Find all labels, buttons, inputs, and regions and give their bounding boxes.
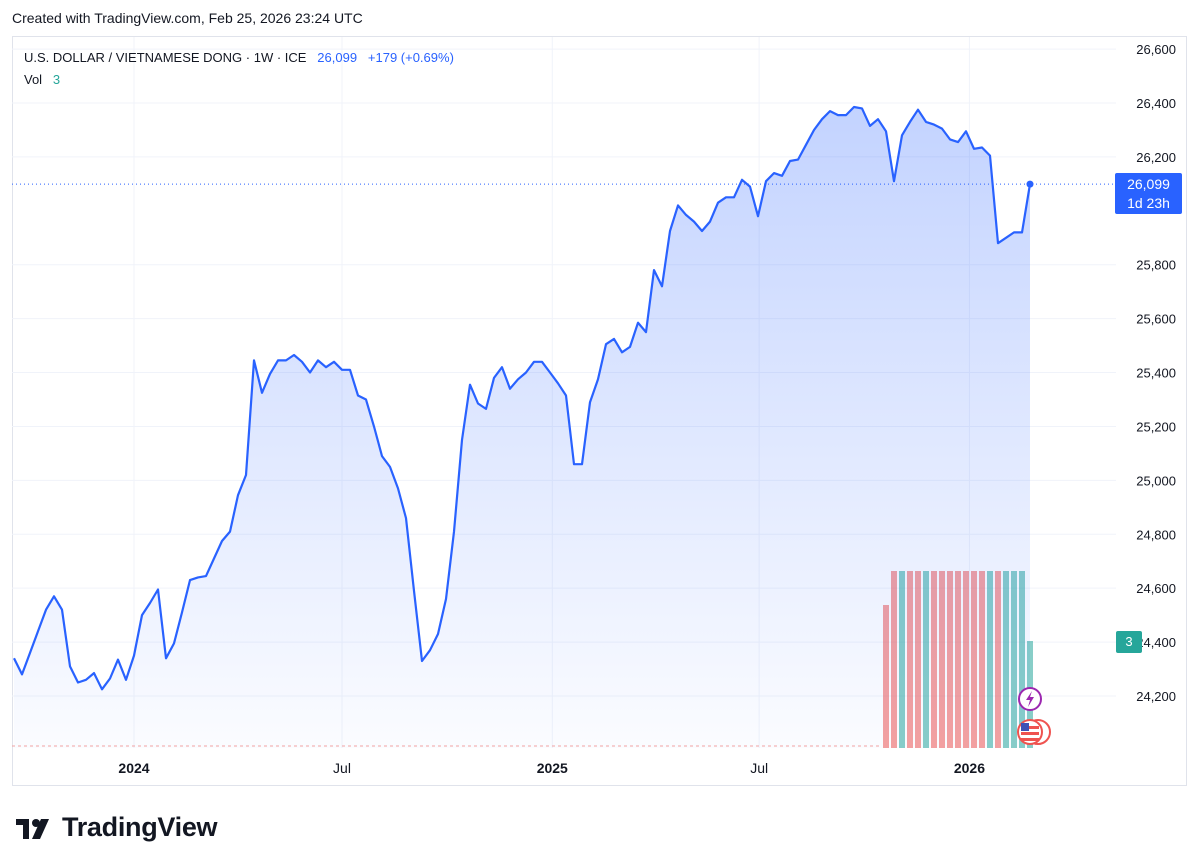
y-tick-label: 26,400 — [1136, 96, 1176, 111]
x-tick-label: Jul — [750, 760, 768, 776]
chart-canvas[interactable]: 26,600 26,400 26,200 25,800 25,600 25,400 25,2… — [0, 0, 1200, 800]
tradingview-brand: TradingView — [16, 812, 218, 843]
y-tick-label: 26,200 — [1136, 150, 1176, 165]
y-tick-label: 25,000 — [1136, 473, 1176, 488]
last-price-value: 26,099 — [317, 50, 358, 65]
us-flag-events-icon[interactable] — [1017, 719, 1051, 745]
x-tick-label: 2026 — [954, 760, 985, 776]
y-tick-label: 24,600 — [1136, 581, 1176, 596]
y-tick-label: 25,400 — [1136, 366, 1176, 381]
x-tick-label: 2025 — [537, 760, 568, 776]
created-with-caption: Created with TradingView.com, Feb 25, 20… — [12, 10, 363, 26]
x-tick-label: Jul — [333, 760, 351, 776]
volume-tag: 3 — [1116, 631, 1142, 653]
price-tag-value: 26,099 — [1127, 176, 1170, 192]
volume-value: 3 — [52, 72, 61, 87]
last-price-dot — [1026, 180, 1034, 188]
volume-label[interactable]: Vol — [24, 72, 43, 87]
tradingview-wordmark: TradingView — [62, 812, 218, 842]
y-tick-label: 25,600 — [1136, 312, 1176, 327]
lightning-event-icon[interactable] — [1018, 687, 1042, 711]
price-line — [13, 105, 1032, 691]
last-price-tag: 26,099 1d 23h — [1115, 173, 1182, 214]
chart-legend: U.S. DOLLAR / VIETNAMESE DONG · 1W · ICE… — [24, 47, 454, 91]
y-tick-label: 24,200 — [1136, 689, 1176, 704]
price-change: +179 (+0.69%) — [367, 50, 454, 65]
price-tag-countdown: 1d 23h — [1127, 195, 1170, 211]
price-area-fill — [14, 107, 1030, 748]
chart-frame[interactable] — [12, 36, 1187, 786]
y-tick-label: 25,200 — [1136, 419, 1176, 434]
y-tick-label: 26,600 — [1136, 42, 1176, 57]
y-tick-label: 24,400 — [1136, 635, 1176, 650]
tradingview-logo-icon — [16, 818, 49, 839]
x-tick-label: 2024 — [118, 760, 149, 776]
y-tick-label: 25,800 — [1136, 258, 1176, 273]
y-axis-ticks: 26,600 26,400 26,200 25,800 25,600 25,400 25,2… — [1136, 42, 1176, 704]
y-tick-label: 24,800 — [1136, 527, 1176, 542]
symbol-title[interactable]: U.S. DOLLAR / VIETNAMESE DONG · 1W · ICE — [24, 50, 307, 65]
x-axis-ticks: 2024 Jul 2025 Jul 2026 — [118, 760, 985, 776]
